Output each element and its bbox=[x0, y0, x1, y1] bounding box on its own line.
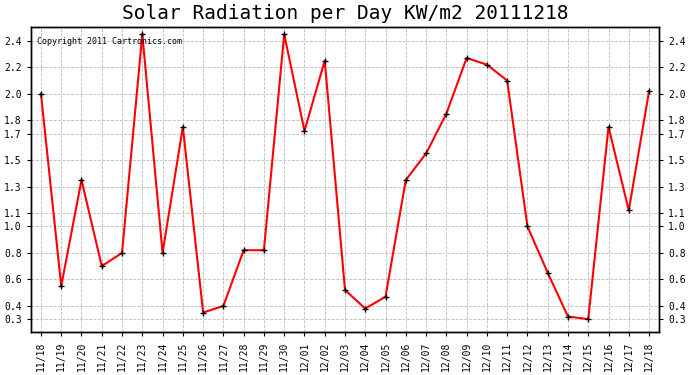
Title: Solar Radiation per Day KW/m2 20111218: Solar Radiation per Day KW/m2 20111218 bbox=[121, 4, 569, 23]
Text: Copyright 2011 Cartronics.com: Copyright 2011 Cartronics.com bbox=[37, 37, 182, 46]
